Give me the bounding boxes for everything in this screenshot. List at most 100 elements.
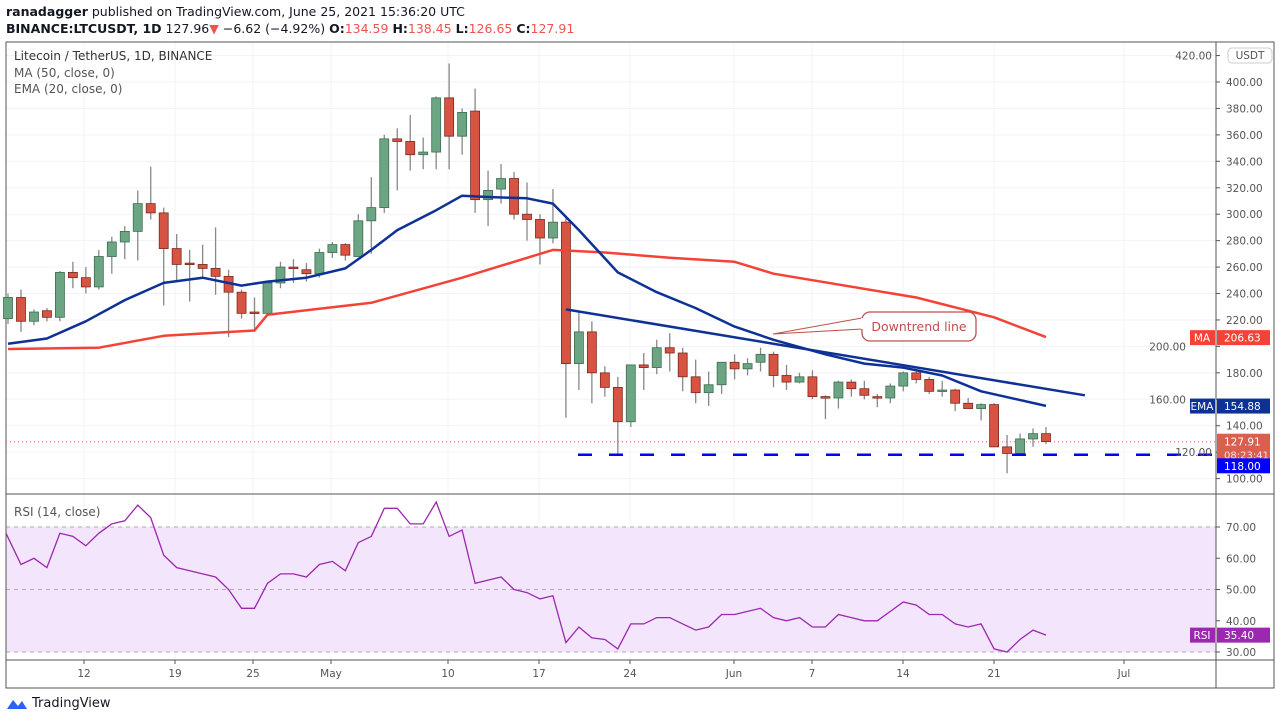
- candle: [586, 321, 597, 404]
- candle: [703, 371, 714, 406]
- candle: [794, 372, 805, 384]
- ema-badge: [1217, 398, 1270, 414]
- candle: [911, 371, 922, 384]
- time-tick-label: May: [320, 668, 342, 680]
- price-tick-label: 240.00: [1226, 289, 1263, 301]
- candle-body: [755, 353, 766, 363]
- ema-legend[interactable]: EMA (20, close, 0): [14, 82, 123, 96]
- candle-body: [171, 248, 182, 265]
- time-tick-label: 17: [532, 668, 545, 680]
- ma-label-bg: [1190, 330, 1215, 346]
- chart-frame: [5, 41, 1275, 689]
- candle: [184, 249, 195, 302]
- candle-body: [535, 219, 545, 239]
- candle-body: [677, 352, 688, 378]
- candle-body: [911, 372, 922, 380]
- candle: [327, 241, 338, 258]
- rsi-line: [5, 500, 1047, 653]
- open-value: 134.59: [344, 21, 389, 36]
- candle-body: [703, 384, 714, 394]
- candle: [42, 308, 52, 322]
- ema20-line: [7, 194, 1047, 408]
- candle: [1015, 433, 1025, 455]
- open-label: O:: [329, 21, 345, 36]
- candle-body: [651, 347, 662, 368]
- candle: [1002, 434, 1012, 474]
- candle-body: [55, 271, 65, 318]
- candle: [132, 190, 143, 261]
- candle-body: [379, 138, 390, 208]
- candle-body: [457, 112, 468, 137]
- candle-body: [405, 141, 416, 156]
- low-label: L:: [455, 21, 469, 36]
- price-badge: [1217, 433, 1270, 463]
- price-tick-label: 200.00: [1149, 341, 1186, 353]
- rsi-label: RSI: [1193, 630, 1210, 642]
- candle-body: [145, 203, 156, 214]
- time-tick-label: Jun: [725, 668, 742, 680]
- candle: [924, 376, 935, 394]
- candle-body: [392, 138, 403, 142]
- author[interactable]: ranadagger: [6, 4, 88, 19]
- candle: [3, 293, 13, 324]
- currency-label: USDT: [1236, 50, 1265, 62]
- price-tick-label: 220.00: [1226, 315, 1263, 327]
- close-value: 127.91: [530, 21, 575, 36]
- candle-body: [158, 212, 169, 249]
- low-value: 126.65: [468, 21, 513, 36]
- candle-body: [989, 404, 999, 448]
- candle: [509, 171, 519, 220]
- candle-body: [184, 262, 195, 266]
- support-badge: [1217, 458, 1270, 474]
- candle-body: [833, 381, 844, 399]
- symbol: BINANCE:LTCUSDT, 1D: [6, 21, 162, 36]
- ma-label: MA: [1194, 333, 1211, 345]
- rsi-label-bg: [1190, 627, 1215, 643]
- candle-body: [1015, 438, 1025, 454]
- candle-body: [781, 375, 792, 383]
- ma-value: 206.63: [1224, 333, 1261, 345]
- candle: [67, 261, 78, 289]
- rsi-tick-label: 60.00: [1226, 553, 1256, 565]
- ema-label: EMA: [1191, 401, 1215, 413]
- candle: [431, 96, 442, 170]
- candle: [366, 177, 377, 254]
- candle-body: [262, 282, 273, 314]
- price-tick-label: 420.00: [1175, 51, 1212, 63]
- candle: [950, 388, 961, 412]
- rsi-legend[interactable]: RSI (14, close): [14, 505, 101, 519]
- candle-body: [742, 363, 753, 370]
- downtrend-line: [565, 308, 1086, 397]
- symbol-info: BINANCE:LTCUSDT, 1D 127.96▼ −6.62 (−4.92…: [6, 21, 574, 36]
- candle: [599, 366, 610, 397]
- price-tick-label: 360.00: [1226, 130, 1263, 142]
- time-tick-label: 19: [168, 668, 181, 680]
- rsi-badge: [1217, 627, 1270, 643]
- candle: [963, 397, 974, 409]
- candle: [145, 166, 156, 220]
- candle-body: [561, 221, 571, 364]
- candle: [820, 395, 831, 420]
- candle-body: [353, 220, 364, 257]
- candle-body: [197, 264, 208, 269]
- ma-legend[interactable]: MA (50, close, 0): [14, 66, 115, 80]
- candle: [651, 339, 662, 375]
- candle: [80, 267, 91, 294]
- candle-body: [846, 381, 857, 390]
- candle-body: [67, 271, 78, 279]
- candle: [418, 137, 429, 170]
- candle-body: [236, 291, 247, 314]
- candle: [625, 364, 636, 428]
- candle: [106, 236, 117, 274]
- time-tick-label: 10: [441, 668, 454, 680]
- time-tick-label: Jul: [1117, 668, 1131, 680]
- candle-body: [80, 277, 91, 288]
- tradingview-logo[interactable]: TradingView: [6, 696, 111, 711]
- ema-value: 154.88: [1224, 401, 1261, 413]
- candle: [119, 226, 130, 260]
- time-tick-label: 7: [809, 668, 816, 680]
- candle: [548, 189, 558, 244]
- ema-label-bg: [1190, 398, 1215, 414]
- ma-badge: [1217, 330, 1270, 346]
